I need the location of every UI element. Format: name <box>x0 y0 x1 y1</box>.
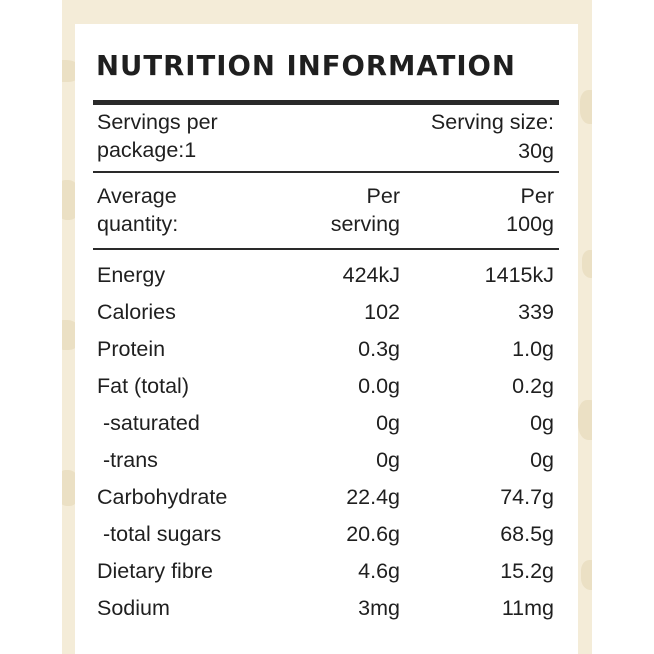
per-serving-value: 0g <box>376 411 400 435</box>
per-serving-value: 0g <box>376 448 400 472</box>
per-serving-value: 424kJ <box>342 263 400 287</box>
serving-size-label: Serving size: <box>430 110 554 134</box>
pattern-blob <box>581 560 592 590</box>
nutrient-name: Carbohydrate <box>97 485 228 509</box>
per-serving-value: 22.4g <box>346 485 400 509</box>
nutrient-name: Dietary fibre <box>97 559 213 583</box>
nutrient-row-carbohydrate: Carbohydrate 22.4g 74.7g <box>75 482 578 512</box>
header-per-100g-line2: 100g <box>506 212 554 236</box>
servings-divider <box>93 171 559 173</box>
title-divider <box>93 100 559 105</box>
nutrient-row-sodium: Sodium 3mg 11mg <box>75 593 578 623</box>
header-per-serving-line1: Per <box>366 184 400 208</box>
header-per-100g-line1: Per <box>520 184 554 208</box>
nutrient-row-dietary-fibre: Dietary fibre 4.6g 15.2g <box>75 556 578 586</box>
nutrition-panel: NUTRITION INFORMATION Servings per packa… <box>75 24 578 654</box>
nutrient-row-calories: Calories 102 339 <box>75 297 578 327</box>
nutrient-row-fat-total: Fat (total) 0.0g 0.2g <box>75 371 578 401</box>
header-quantity-line1: Average <box>97 184 177 208</box>
header-per-serving-line2: serving <box>330 212 400 236</box>
pattern-blob <box>580 90 592 124</box>
nutrient-row-protein: Protein 0.3g 1.0g <box>75 334 578 364</box>
per-serving-value: 4.6g <box>358 559 400 583</box>
per-serving-value: 20.6g <box>346 522 400 546</box>
per-serving-value: 0.3g <box>358 337 400 361</box>
per-100g-value: 339 <box>518 300 554 324</box>
per-100g-value: 1.0g <box>512 337 554 361</box>
nutrient-name: Fat (total) <box>97 374 189 398</box>
per-serving-value: 0.0g <box>358 374 400 398</box>
per-serving-value: 102 <box>364 300 400 324</box>
nutrient-name: -trans <box>97 448 158 472</box>
per-100g-value: 11mg <box>501 596 554 620</box>
nutrient-name: -total sugars <box>97 522 222 546</box>
per-100g-value: 0g <box>530 448 554 472</box>
per-100g-value: 0g <box>530 411 554 435</box>
per-100g-value: 15.2g <box>500 559 554 583</box>
nutrient-row-total-sugars: -total sugars 20.6g 68.5g <box>75 519 578 549</box>
per-100g-value: 1415kJ <box>484 263 554 287</box>
nutrient-name: Energy <box>97 263 166 287</box>
servings-per-package-line2: package:1 <box>97 138 197 162</box>
pattern-blob <box>578 400 592 440</box>
per-100g-value: 68.5g <box>500 522 554 546</box>
nutrient-name: Protein <box>97 337 166 361</box>
nutrient-row-energy: Energy 424kJ 1415kJ <box>75 260 578 290</box>
nutrient-row-saturated: -saturated 0g 0g <box>75 408 578 438</box>
header-divider <box>93 248 559 250</box>
nutrient-name: Calories <box>97 300 176 324</box>
per-100g-value: 0.2g <box>512 374 554 398</box>
panel-title: NUTRITION INFORMATION <box>96 50 516 82</box>
nutrient-row-trans: -trans 0g 0g <box>75 445 578 475</box>
pattern-blob <box>582 250 592 278</box>
per-serving-value: 3mg <box>358 596 400 620</box>
nutrient-name: Sodium <box>97 596 170 620</box>
servings-per-package-line1: Servings per <box>97 110 218 134</box>
serving-size-value: 30g <box>518 139 554 163</box>
header-quantity-line2: quantity: <box>97 212 179 236</box>
nutrient-name: -saturated <box>97 411 200 435</box>
per-100g-value: 74.7g <box>500 485 554 509</box>
